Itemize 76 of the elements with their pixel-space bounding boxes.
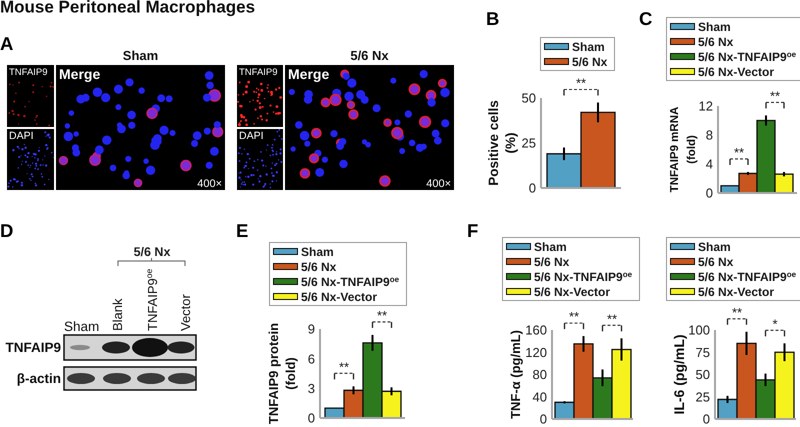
y-tick-label: 80	[532, 367, 547, 382]
text: Sham	[64, 319, 100, 334]
y-tick-label: 0	[702, 412, 710, 427]
y-axis-title: TNFAIP9 mRNA (fold)	[669, 106, 698, 192]
chart-title: E	[236, 220, 248, 241]
text: 400×	[197, 178, 222, 190]
y-axis-title: IL-6 (pg/mL)	[671, 334, 687, 415]
legend-label: 5/6 Nx-Vector	[534, 284, 610, 298]
text: A	[0, 33, 14, 54]
y-tick-label: 75	[696, 344, 710, 360]
legend-label: Sham	[534, 240, 567, 254]
y-tick-label: 160	[525, 322, 547, 338]
text: **	[376, 308, 388, 323]
y-tick-label: 6	[308, 351, 315, 366]
legend-label: 5/6 Nx-TNFAIP9$^{oe}$	[301, 274, 400, 288]
y-tick-label: 4	[706, 156, 713, 172]
y-tick-label: 0	[540, 412, 547, 427]
y-tick-label: 120	[525, 344, 547, 360]
legend-label: 5/6 Nx-Vector	[698, 284, 774, 298]
y-tick-label: 25	[696, 389, 710, 404]
legend-label: 5/6 Nx	[572, 54, 608, 68]
text: DAPI	[9, 130, 34, 142]
chart-title: F	[467, 220, 478, 241]
text: **	[770, 88, 780, 104]
legend-label: Sham	[572, 40, 605, 54]
text: 5/6 Nx	[350, 48, 390, 63]
legend-label: 5/6 Nx-TNFAIP9$^{oe}$	[534, 270, 632, 284]
text: Blank	[110, 298, 125, 331]
legend-label: 5/6 Nx	[698, 254, 734, 268]
legend-label: 5/6 Nx	[534, 254, 570, 268]
text: TNFAIP9	[5, 340, 61, 355]
text: TNFAIP9	[239, 67, 278, 78]
y-axis-title: Positive cells (%)	[486, 100, 518, 186]
text: D	[0, 220, 14, 241]
y-tick-label: 12	[698, 98, 713, 114]
legend-label: 5/6 Nx-TNFAIP9$^{oe}$	[698, 270, 796, 284]
text: **	[576, 76, 586, 90]
annotation: **	[734, 144, 744, 160]
annotation: *	[772, 316, 778, 332]
y-axis-title: TNF-α (pg/mL)	[508, 330, 523, 419]
text: Vector	[178, 293, 193, 331]
y-tick-label: 40	[532, 389, 547, 404]
text: **	[568, 309, 580, 324]
annotation: **	[338, 359, 350, 374]
text: Sham	[122, 48, 158, 63]
legend-label: Sham	[301, 244, 334, 258]
text: β-actin	[16, 371, 61, 386]
text: Merge	[59, 66, 100, 82]
text: 400×	[426, 178, 451, 190]
y-tick-label: 9	[308, 322, 315, 337]
text: TNFAIP9	[9, 67, 48, 78]
y-tick-label: 100	[688, 322, 710, 338]
y-axis-title: TNFAIP9 protein (fold)	[266, 322, 298, 424]
legend-label: 5/6 Nx	[698, 34, 734, 48]
y-tick-label: 25	[522, 136, 536, 151]
legend-label: 5/6 Nx	[301, 260, 336, 274]
y-tick-label: 0	[528, 180, 536, 196]
y-tick-label: 50	[522, 90, 536, 106]
text: DAPI	[239, 130, 264, 142]
y-tick-label: 50	[696, 367, 710, 382]
legend-label: Sham	[698, 20, 731, 34]
legend-label: 5/6 Nx-Vector	[301, 290, 378, 304]
legend-label: 5/6 Nx-Vector	[698, 64, 774, 78]
text: Mouse Peritoneal Macrophages	[0, 0, 256, 16]
y-tick-label: 8	[706, 128, 713, 143]
legend-label: Sham	[698, 240, 731, 254]
text: Merge	[288, 66, 330, 82]
text: **	[606, 311, 618, 326]
chart-title: B	[486, 8, 500, 29]
y-tick-label: 0	[706, 186, 713, 201]
y-tick-label: 3	[308, 380, 315, 396]
text: **	[732, 304, 742, 320]
legend-label: 5/6 Nx-TNFAIP9$^{oe}$	[698, 50, 796, 64]
chart-title: C	[639, 8, 652, 29]
y-tick-label: 0	[308, 410, 315, 426]
text: 5/6 Nx	[134, 245, 170, 259]
